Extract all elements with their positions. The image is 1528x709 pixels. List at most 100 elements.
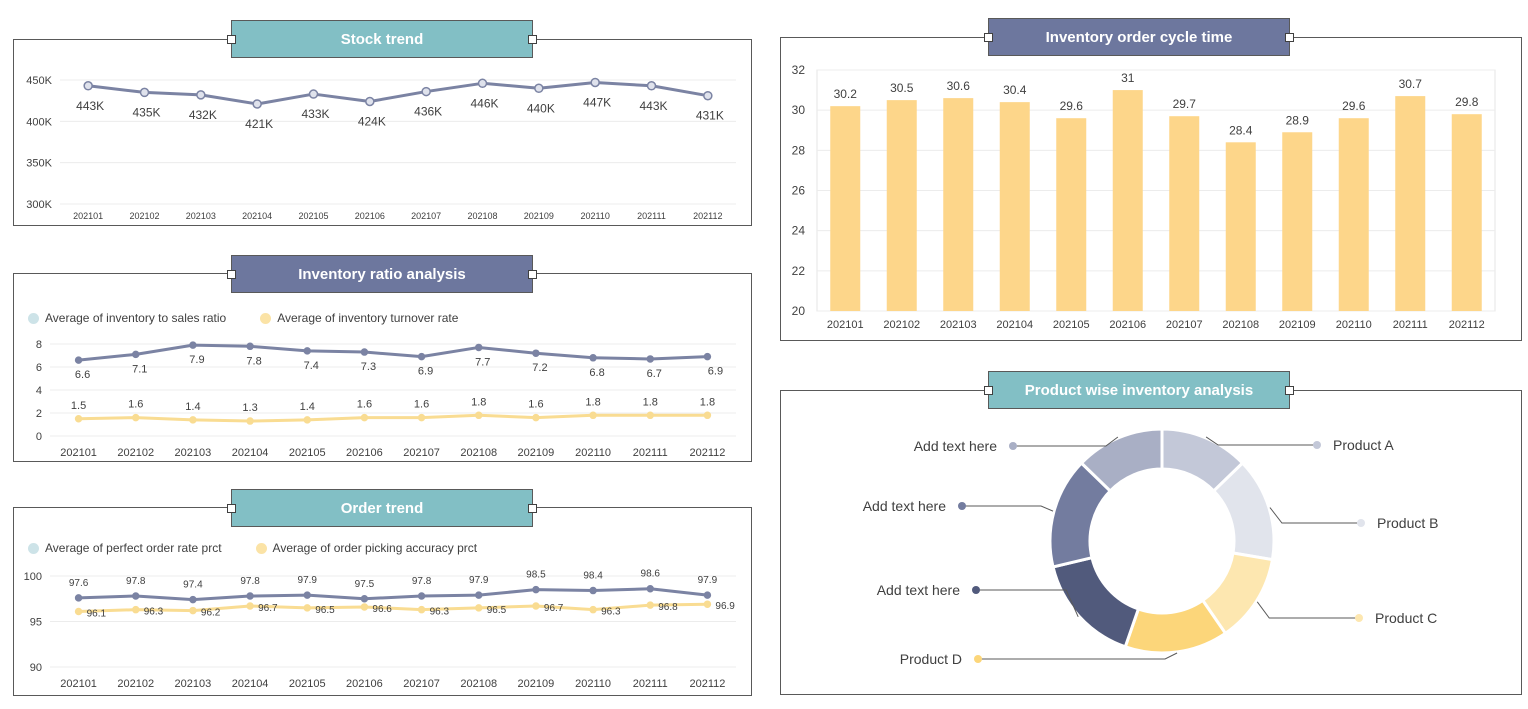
data-label: 97.5 [355, 579, 375, 590]
inventory-ratio-title: Inventory ratio analysis [298, 265, 466, 283]
data-label: 97.9 [469, 575, 489, 586]
x-tick-label: 202102 [883, 319, 920, 331]
y-tick-label: 26 [792, 184, 806, 198]
data-point [475, 591, 483, 599]
y-tick-label: 100 [24, 571, 42, 583]
resize-handle-right[interactable] [528, 34, 537, 44]
bar-value-label: 30.5 [890, 81, 914, 95]
x-tick-label: 202105 [289, 678, 326, 690]
x-tick-label: 202110 [575, 447, 611, 459]
inventory-ratio-header: Inventory ratio analysis [227, 255, 537, 293]
data-label: 97.9 [298, 575, 318, 586]
data-label: 436K [414, 105, 442, 119]
data-label: 96.7 [544, 603, 564, 614]
data-label: 96.7 [258, 603, 278, 614]
x-tick-label: 202101 [60, 678, 97, 690]
x-tick-label: 202102 [117, 447, 154, 459]
order-cycle-title: Inventory order cycle time [1045, 28, 1233, 46]
data-point [417, 605, 426, 614]
order-cycle-header: Inventory order cycle time [984, 18, 1294, 56]
leader-line [1013, 436, 1119, 447]
product-inventory-panel: Product A Product B Product C Product D Add … [780, 390, 1522, 695]
data-label: 98.5 [526, 570, 546, 581]
data-point [189, 595, 197, 604]
y-tick-label: 20 [792, 304, 806, 318]
data-point [303, 591, 311, 599]
y-tick-label: 4 [36, 385, 42, 397]
data-label: 1.8 [643, 396, 658, 408]
data-point [532, 413, 540, 422]
legend-item: Average of perfect order rate prct [28, 541, 222, 555]
x-tick-label: 202111 [633, 678, 668, 690]
bar-value-label: 28.9 [1286, 113, 1310, 127]
data-label: 424K [358, 114, 386, 128]
product-donut-chart: Product A Product B Product C Product D Add … [863, 427, 1438, 667]
order-cycle-chart: 20 22 24 26 28 30 32 30.2 202101 30.5 202102 30.6 20… [792, 63, 1496, 331]
x-tick-label: 202111 [1393, 319, 1428, 331]
data-label: 1.5 [71, 400, 86, 412]
bar [886, 100, 917, 311]
data-point [189, 606, 197, 615]
resize-handle-left[interactable] [227, 34, 236, 44]
data-label: 7.8 [246, 355, 261, 367]
resize-handle-right[interactable] [528, 503, 537, 513]
y-tick-label: 90 [30, 662, 42, 674]
data-point [303, 416, 311, 424]
bar [999, 102, 1030, 311]
data-point [703, 352, 712, 361]
y-tick-label: 6 [36, 362, 42, 374]
x-tick-label: 202104 [996, 319, 1033, 331]
y-tick-label: 300K [26, 199, 52, 211]
x-tick-label: 202106 [346, 678, 383, 690]
x-tick-label: 202103 [175, 678, 212, 690]
x-tick-label: 202103 [940, 319, 977, 331]
legend-label: Average of inventory turnover rate [277, 311, 459, 325]
data-label: 440K [527, 101, 555, 115]
leader-line [1256, 601, 1359, 619]
data-point [189, 416, 197, 424]
y-tick-label: 30 [792, 103, 806, 117]
series-line [78, 602, 708, 613]
bar [1338, 118, 1369, 311]
data-label: 1.6 [128, 399, 143, 411]
x-tick-label: 202105 [1053, 319, 1090, 331]
series-line [78, 343, 708, 362]
data-point [139, 87, 150, 98]
data-label: 443K [639, 99, 667, 113]
bar [1056, 118, 1087, 311]
bar-value-label: 29.6 [1342, 99, 1366, 113]
resize-handle-right[interactable] [1285, 385, 1294, 395]
data-point [74, 415, 83, 423]
data-label: 446K [470, 96, 498, 110]
data-point [360, 595, 369, 603]
resize-handle-left[interactable] [227, 269, 236, 279]
data-point [646, 584, 654, 593]
x-tick-label: 202111 [633, 447, 668, 459]
data-point [132, 605, 140, 614]
data-label: 98.4 [583, 571, 603, 582]
resize-handle-left[interactable] [227, 503, 236, 513]
data-point [534, 83, 544, 94]
data-point [417, 413, 426, 422]
leader-dot [974, 655, 982, 663]
data-label: 96.2 [201, 608, 221, 619]
resize-handle-right[interactable] [1285, 32, 1294, 42]
data-label: 1.8 [700, 396, 715, 408]
y-tick-label: 350K [26, 158, 52, 170]
resize-handle-right[interactable] [528, 269, 537, 279]
data-point [475, 604, 483, 612]
data-point [74, 607, 83, 616]
data-label: 421K [245, 117, 273, 131]
order-cycle-panel: 20 22 24 26 28 30 32 30.2 202101 30.5 202102 30.6 20… [780, 37, 1522, 341]
bar-value-label: 30.7 [1399, 77, 1423, 91]
data-label: 96.9 [715, 601, 735, 612]
x-tick-label: 202108 [460, 678, 497, 690]
resize-handle-left[interactable] [984, 32, 993, 42]
order-trend-title: Order trend [340, 499, 424, 517]
data-label: 97.8 [126, 576, 146, 587]
resize-handle-left[interactable] [984, 385, 993, 395]
series-line [87, 80, 709, 106]
data-point [532, 585, 540, 594]
data-point [703, 90, 713, 101]
stock-trend-title: Stock trend [340, 30, 424, 48]
